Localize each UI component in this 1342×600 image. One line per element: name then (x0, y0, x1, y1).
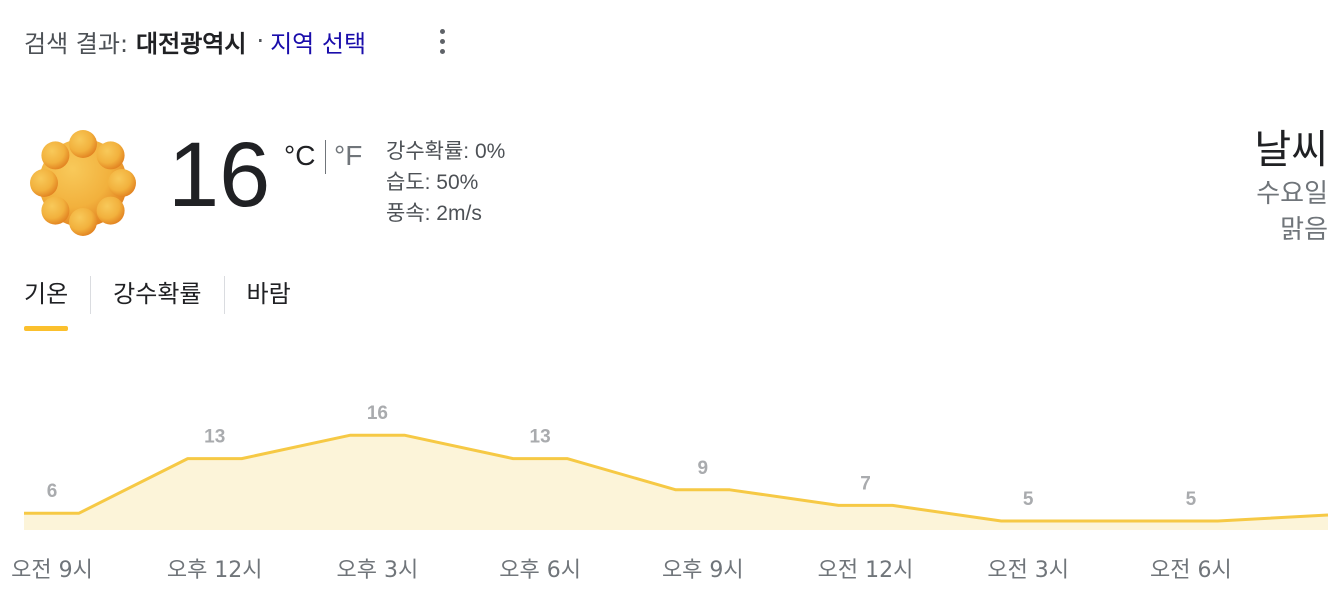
temperature-value-label: 13 (530, 427, 551, 448)
precipitation-text: 강수확률: 0% (386, 140, 506, 163)
time-label: 오전 12시 (817, 558, 914, 583)
weather-details: 강수확률: 0% 습도: 50% 풍속: 2m/s (386, 136, 505, 229)
tab-divider (90, 276, 92, 314)
tab-divider (223, 276, 225, 314)
wind-text: 풍속: 2m/s (386, 202, 482, 225)
tab-precipitation[interactable]: 강수확률 (113, 280, 202, 308)
forecast-tabs: 기온 강수확률 바람 (24, 272, 291, 334)
time-label: 오후 3시 (336, 558, 419, 583)
select-region-link[interactable]: 지역 선택 (270, 29, 367, 58)
weather-condition: 맑음 (1280, 215, 1328, 245)
search-header: 검색 결과: 대전광역시 · 지역 선택 (24, 24, 366, 58)
temperature-line (23, 433, 1329, 523)
humidity-text: 습도: 50% (386, 171, 479, 194)
temperature-chart: 6 13 16 13 9 7 5 5 (23, 403, 1329, 530)
chart-x-axis: 오전 9시 오후 12시 오후 3시 오후 6시 오후 9시 오전 12시 오전 3시 오전 … (0, 552, 1342, 588)
unit-divider (325, 140, 326, 174)
tab-wind[interactable]: 바람 (246, 280, 291, 308)
temperature-value-label: 9 (698, 458, 709, 479)
location-name: 대전광역시 (136, 29, 247, 58)
temperature-area-fill (24, 435, 1328, 530)
tab-temperature[interactable]: 기온 (24, 272, 69, 331)
temperature-value-label: 16 (367, 403, 388, 424)
weather-day: 수요일 (1256, 179, 1328, 209)
weather-title: 날씨 (1254, 127, 1328, 173)
more-options-icon[interactable] (428, 24, 456, 58)
separator-dot: · (256, 27, 265, 55)
time-label: 오전 9시 (11, 558, 93, 583)
weather-summary: 날씨 수요일 맑음 (1254, 124, 1328, 248)
temperature-value-label: 5 (1023, 489, 1034, 510)
sunny-icon (30, 130, 136, 236)
temperature-value-label: 5 (1186, 489, 1197, 510)
time-label: 오후 12시 (166, 558, 263, 583)
time-label: 오후 6시 (499, 558, 581, 583)
current-temperature: 16 (168, 124, 271, 226)
fahrenheit-toggle[interactable]: °F (334, 140, 363, 171)
time-label: 오전 3시 (987, 558, 1070, 583)
celsius-toggle[interactable]: °C (284, 140, 316, 171)
time-label: 오전 6시 (1150, 558, 1232, 583)
temperature-value-label: 6 (47, 481, 58, 502)
temperature-value-label: 13 (204, 427, 225, 448)
time-label: 오후 9시 (661, 558, 744, 583)
search-result-prefix: 검색 결과: (24, 29, 129, 58)
temperature-value-label: 7 (860, 473, 871, 494)
